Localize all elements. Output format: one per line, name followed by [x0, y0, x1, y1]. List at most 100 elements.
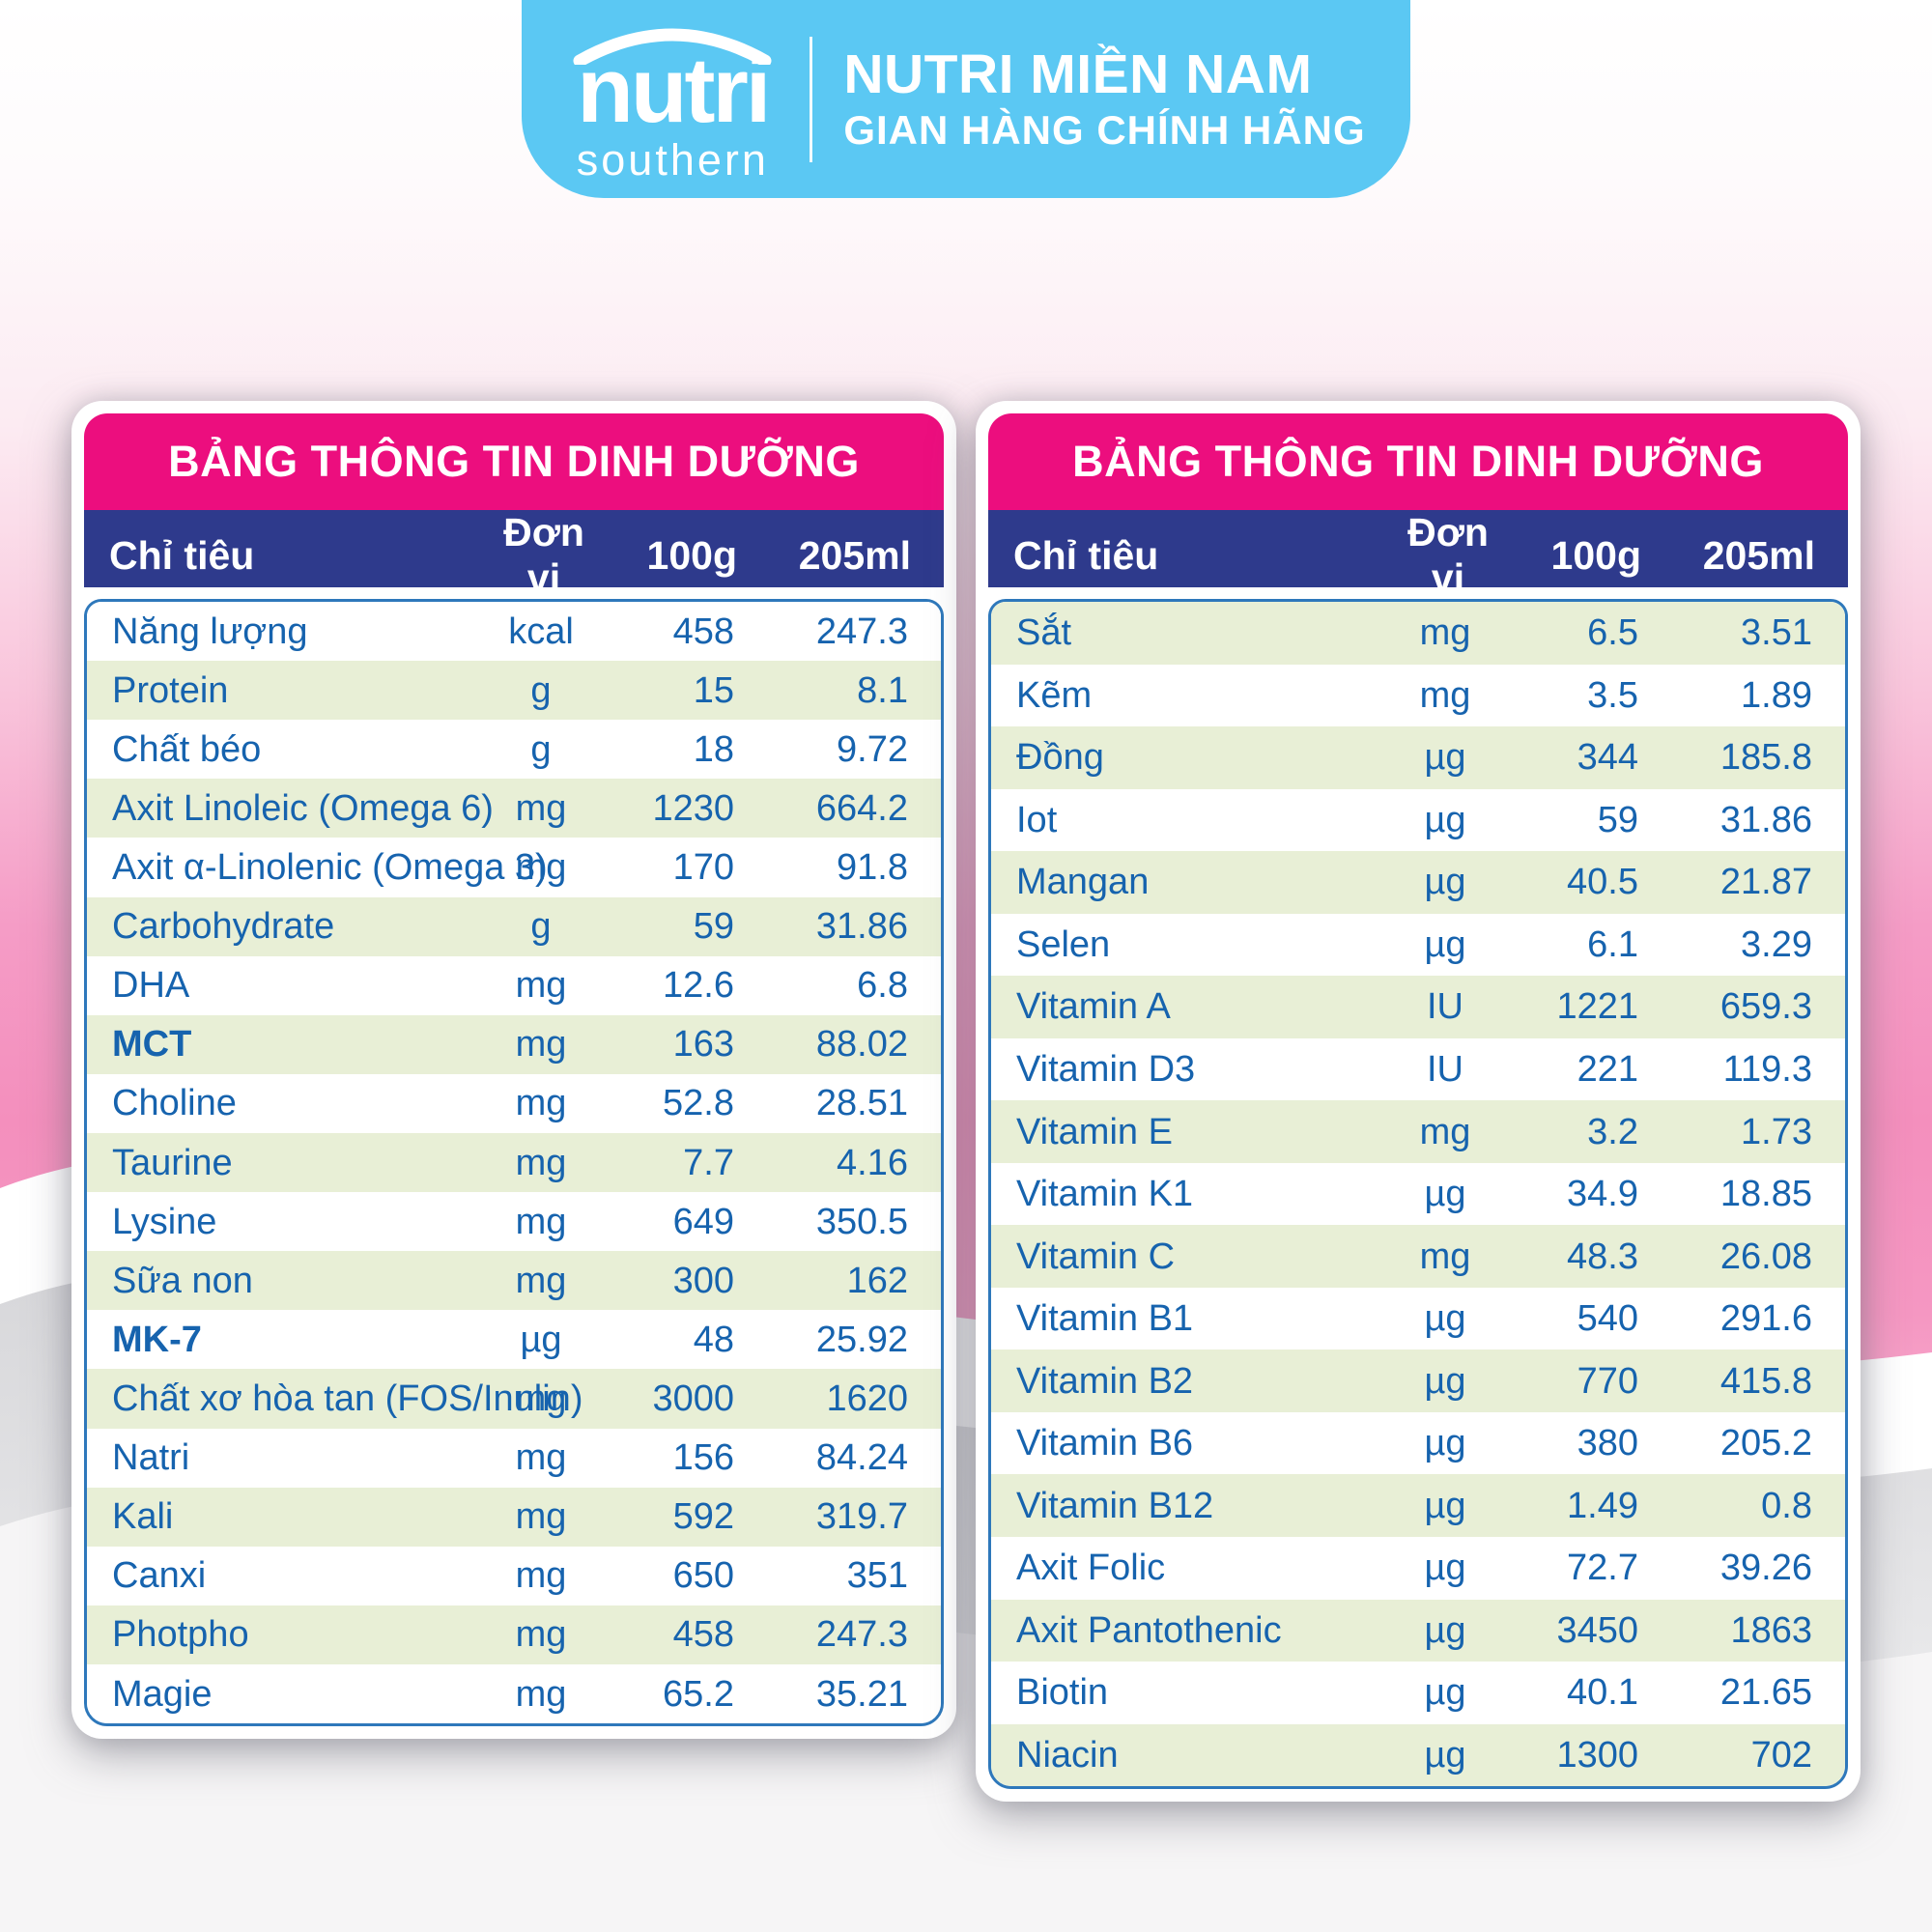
row-205ml: 4.16 [837, 1142, 908, 1183]
row-unit: mg [515, 1083, 567, 1124]
table-row: Taurine mg 7.7 4.16 [87, 1132, 941, 1193]
row-name: Mangan [1016, 862, 1150, 903]
row-100g: 18 [693, 728, 734, 770]
row-unit: mg [515, 1201, 567, 1242]
row-205ml: 162 [846, 1260, 908, 1301]
table-row: Đồng µg 344 185.8 [991, 726, 1845, 789]
row-name: Kẽm [1016, 674, 1093, 716]
row-name: Photpho [112, 1614, 249, 1656]
row-name: Biotin [1016, 1672, 1109, 1714]
row-205ml: 31.86 [815, 906, 908, 948]
row-205ml: 88.02 [815, 1024, 908, 1065]
row-unit: mg [515, 1496, 567, 1538]
row-name: Niacin [1016, 1734, 1119, 1776]
nutrition-card-left: BẢNG THÔNG TIN DINH DƯỠNG Chỉ tiêu Đơn v… [71, 401, 956, 1739]
table-row: Vitamin B1 µg 540 291.6 [991, 1287, 1845, 1350]
row-205ml: 91.8 [837, 846, 908, 888]
table-body: Sắt mg 6.5 3.51 Kẽm mg 3.5 1.89 Đồng µg 344 185.8 Io… [988, 599, 1848, 1789]
row-205ml: 291.6 [1719, 1298, 1812, 1340]
row-205ml: 247.3 [815, 1614, 908, 1656]
table-row: Kali mg 592 319.7 [87, 1487, 941, 1547]
row-unit: µg [1424, 923, 1466, 965]
table-row: MCT mg 163 88.02 [87, 1014, 941, 1074]
row-name: Magie [112, 1673, 213, 1715]
row-100g: 7.7 [683, 1142, 734, 1183]
table-row: Vitamin B6 µg 380 205.2 [991, 1411, 1845, 1475]
table-row: Vitamin E mg 3.2 1.73 [991, 1100, 1845, 1163]
row-100g: 34.9 [1567, 1174, 1638, 1215]
row-100g: 1.49 [1567, 1485, 1638, 1526]
badge-divider [810, 36, 813, 162]
row-name: Vitamin B12 [1016, 1485, 1214, 1526]
table-body: Năng lượng kcal 458 247.3 Protein g 15 8.1 Chất … [84, 599, 944, 1726]
table-row: Axit Folic µg 72.7 39.26 [991, 1536, 1845, 1600]
row-unit: mg [515, 965, 567, 1007]
row-unit: mg [1419, 674, 1471, 716]
column-header-row: Chỉ tiêu Đơn vị 100g 205ml [84, 510, 944, 600]
store-subtitle: GIAN HÀNG CHÍNH HÃNG [843, 107, 1366, 153]
row-205ml: 664.2 [815, 787, 908, 829]
row-unit: mg [515, 1673, 567, 1715]
table-row: Protein g 15 8.1 [87, 661, 941, 721]
row-unit: µg [1424, 1672, 1466, 1714]
row-unit: g [530, 906, 552, 948]
table-row: Biotin µg 40.1 21.65 [991, 1662, 1845, 1724]
table-row: Photpho mg 458 247.3 [87, 1605, 941, 1664]
table-row: Selen µg 6.1 3.29 [991, 913, 1845, 977]
logo-arc-icon [573, 28, 772, 66]
column-header-205ml: 205ml [1702, 532, 1815, 578]
row-100g: 592 [672, 1496, 734, 1538]
row-name: Vitamin C [1016, 1236, 1176, 1277]
row-name: Axit Folic [1016, 1548, 1166, 1589]
row-100g: 380 [1577, 1423, 1638, 1464]
table-row: Vitamin B12 µg 1.49 0.8 [991, 1474, 1845, 1537]
card-title: BẢNG THÔNG TIN DINH DƯỠNG [988, 413, 1848, 510]
row-205ml: 350.5 [815, 1201, 908, 1242]
table-row: Chất xơ hòa tan (FOS/Inulin) mg 3000 1620 [87, 1369, 941, 1429]
row-205ml: 21.65 [1719, 1672, 1812, 1714]
row-unit: mg [1419, 1236, 1471, 1277]
row-100g: 6.1 [1587, 923, 1638, 965]
row-100g: 650 [672, 1555, 734, 1597]
row-205ml: 659.3 [1719, 986, 1812, 1028]
row-205ml: 247.3 [815, 611, 908, 652]
row-name: Canxi [112, 1555, 207, 1597]
row-205ml: 28.51 [815, 1083, 908, 1124]
column-header-unit: Đơn vị [1407, 510, 1489, 600]
row-name: Sắt [1016, 612, 1072, 654]
row-name: Vitamin E [1016, 1111, 1173, 1152]
table-row: Choline mg 52.8 28.51 [87, 1073, 941, 1133]
row-name: Vitamin B6 [1016, 1423, 1194, 1464]
table-row: Vitamin B2 µg 770 415.8 [991, 1350, 1845, 1412]
row-name: Kali [112, 1496, 174, 1538]
row-100g: 540 [1577, 1298, 1638, 1340]
column-header-unit: Đơn vị [503, 510, 584, 600]
row-name: Axit α-Linolenic (Omega 3) [112, 846, 548, 888]
store-text-block: NUTRI MIỀN NAM GIAN HÀNG CHÍNH HÃNG [843, 47, 1365, 151]
column-header-205ml: 205ml [798, 532, 911, 578]
row-unit: mg [1419, 612, 1471, 654]
row-name: Vitamin A [1016, 986, 1171, 1028]
row-unit: mg [515, 787, 567, 829]
row-name: Chất xơ hòa tan (FOS/Inulin) [112, 1378, 583, 1419]
column-header-criteria: Chỉ tiêu [1013, 532, 1159, 578]
row-name: Natri [112, 1437, 190, 1479]
card-title: BẢNG THÔNG TIN DINH DƯỠNG [84, 413, 944, 510]
row-100g: 156 [672, 1437, 734, 1479]
row-100g: 344 [1577, 737, 1638, 779]
row-unit: µg [1424, 737, 1466, 779]
row-unit: mg [515, 1437, 567, 1479]
table-row: Niacin µg 1300 702 [991, 1723, 1845, 1786]
row-100g: 170 [672, 846, 734, 888]
row-unit: g [530, 669, 552, 711]
row-205ml: 8.1 [857, 669, 908, 711]
row-100g: 300 [672, 1260, 734, 1301]
column-header-row: Chỉ tiêu Đơn vị 100g 205ml [988, 510, 1848, 600]
row-name: Axit Linoleic (Omega 6) [112, 787, 494, 829]
row-205ml: 0.8 [1761, 1485, 1812, 1526]
table-row: Chất béo g 18 9.72 [87, 720, 941, 780]
logo-secondary-text: southern [576, 134, 769, 185]
table-row: DHA mg 12.6 6.8 [87, 955, 941, 1015]
row-100g: 458 [672, 1614, 734, 1656]
row-name: Vitamin B1 [1016, 1298, 1194, 1340]
